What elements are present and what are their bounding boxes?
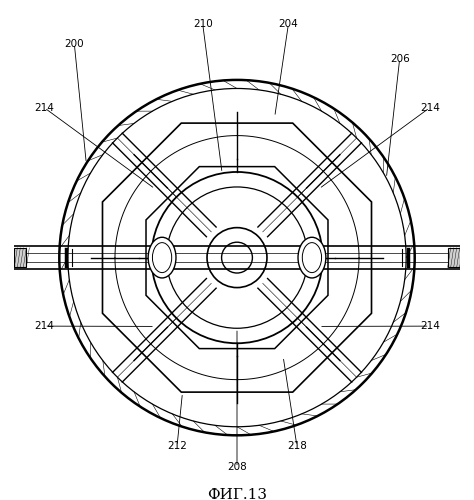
Text: 206: 206: [390, 54, 410, 64]
Text: ФИГ.13: ФИГ.13: [207, 488, 267, 500]
Text: 214: 214: [35, 102, 54, 113]
Text: 208: 208: [227, 462, 247, 472]
Bar: [447, 248, 460, 268]
Text: 212: 212: [167, 441, 187, 451]
Text: 214: 214: [420, 102, 439, 113]
Ellipse shape: [148, 238, 176, 278]
Ellipse shape: [302, 242, 321, 272]
Text: 218: 218: [287, 441, 307, 451]
Ellipse shape: [298, 238, 326, 278]
Text: 204: 204: [279, 19, 298, 29]
Text: 214: 214: [35, 321, 54, 331]
Text: 210: 210: [193, 19, 213, 29]
Bar: [14, 248, 27, 268]
Text: 200: 200: [64, 38, 84, 48]
Ellipse shape: [153, 242, 172, 272]
Text: 214: 214: [420, 321, 439, 331]
